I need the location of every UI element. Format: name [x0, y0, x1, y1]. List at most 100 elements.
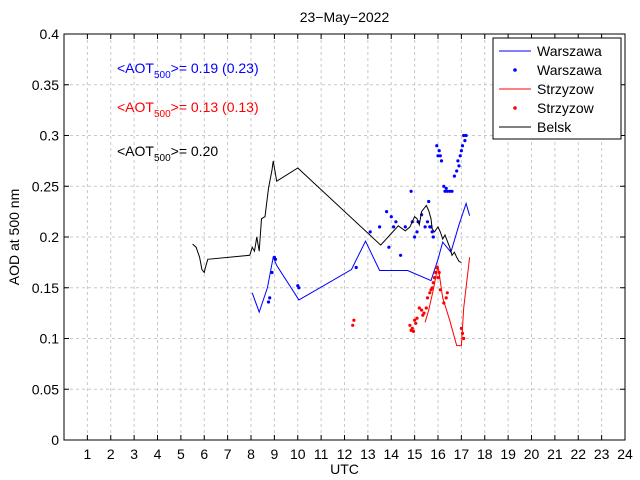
- data-point: [464, 133, 468, 138]
- y-tick-label: 0.15: [32, 280, 59, 296]
- annotations: <AOT500>= 0.19 (0.23)<AOT500>= 0.13 (0.1…: [117, 60, 259, 164]
- data-point: [459, 326, 463, 330]
- data-point: [438, 154, 442, 158]
- data-point: [413, 235, 417, 239]
- x-tick-label: 18: [477, 446, 493, 462]
- data-point: [389, 215, 393, 219]
- data-point: [422, 311, 426, 315]
- x-tick-label: 20: [524, 446, 540, 462]
- data-point: [462, 336, 466, 341]
- data-point: [432, 276, 437, 280]
- data-point: [392, 225, 396, 229]
- series-layer: [192, 133, 471, 347]
- y-axis-label: AOD at 500 nm: [6, 189, 22, 286]
- data-point: [442, 301, 446, 305]
- legend-label: Strzyzow: [537, 81, 595, 97]
- y-tick-label: 0.3: [40, 128, 60, 144]
- data-point: [387, 245, 391, 249]
- data-point: [368, 230, 372, 234]
- data-point: [431, 235, 435, 239]
- x-tick-label: 15: [407, 446, 423, 462]
- x-tick-label: 2: [107, 446, 115, 462]
- y-tick-label: 0.25: [32, 178, 59, 194]
- data-point: [425, 296, 430, 300]
- series-line: [424, 257, 471, 347]
- x-tick-label: 24: [617, 446, 633, 462]
- data-point: [463, 139, 467, 143]
- data-point: [435, 265, 439, 270]
- annotation-value: >= 0.19 (0.23): [171, 60, 259, 76]
- data-point: [444, 186, 448, 190]
- data-point: [436, 154, 440, 158]
- x-tick-label: 13: [360, 446, 376, 462]
- data-point: [452, 174, 456, 178]
- data-point: [458, 154, 462, 158]
- annotation-text: <AOT500>= 0.19 (0.23): [117, 60, 259, 81]
- data-point: [399, 253, 403, 257]
- legend-label: Warszawa: [537, 43, 602, 59]
- data-point: [427, 199, 431, 204]
- x-tick-label: 3: [130, 446, 138, 462]
- data-point: [460, 331, 465, 335]
- y-tick-label: 0.05: [32, 381, 59, 397]
- legend: Warszawa Warszawa Strzyzow Strzyzow Belsk: [492, 37, 622, 140]
- data-point: [403, 225, 407, 229]
- series-line: [192, 160, 462, 274]
- data-point: [445, 291, 449, 295]
- data-point: [444, 296, 448, 300]
- legend-label: Belsk: [537, 119, 572, 135]
- x-tick-label: 11: [314, 446, 329, 462]
- annotation-subscript: 500: [154, 153, 171, 164]
- data-point: [378, 225, 382, 229]
- data-point: [445, 189, 449, 193]
- data-point: [408, 323, 412, 327]
- data-point: [428, 291, 432, 295]
- x-tick-label: 5: [177, 446, 185, 462]
- x-axis-label: UTC: [330, 461, 359, 477]
- data-point: [354, 265, 358, 270]
- x-tick-label: 6: [200, 446, 208, 462]
- annotation-prefix: <AOT: [117, 143, 154, 159]
- data-point: [420, 308, 424, 312]
- y-tick-label: 0.2: [40, 229, 60, 245]
- data-point: [437, 270, 441, 275]
- data-point: [442, 184, 446, 188]
- axes: 1 2 3 4 5 6 7 8 9 10 11 12 13 14 15 16 17 18 19 20 21 22 23 240…: [32, 26, 633, 462]
- y-tick-label: 0: [51, 432, 59, 448]
- x-tick-label: 19: [500, 446, 516, 462]
- data-point: [351, 323, 355, 327]
- x-tick-label: 10: [290, 446, 306, 462]
- data-point: [414, 321, 418, 325]
- x-tick-label: 4: [154, 446, 162, 462]
- data-point: [415, 316, 419, 320]
- annotation-text: <AOT500>= 0.20: [117, 143, 218, 164]
- data-point: [460, 144, 465, 148]
- data-point: [434, 270, 438, 275]
- x-tick-label: 9: [270, 446, 278, 462]
- data-point: [450, 189, 454, 193]
- data-point: [431, 281, 435, 285]
- data-point: [439, 159, 444, 163]
- annotation-prefix: <AOT: [117, 99, 154, 115]
- data-point: [438, 288, 442, 292]
- data-point: [410, 326, 414, 330]
- data-point: [430, 230, 434, 234]
- data-point: [462, 133, 466, 138]
- data-point: [436, 276, 440, 280]
- annotation-subscript: 500: [154, 70, 171, 81]
- data-point: [430, 286, 434, 290]
- data-point: [270, 270, 274, 275]
- data-point: [352, 318, 356, 322]
- x-tick-label: 1: [83, 446, 91, 462]
- annotation-value: >= 0.20: [171, 143, 219, 159]
- data-point: [266, 300, 271, 304]
- data-point: [409, 189, 413, 193]
- chart-title: 23−May−2022: [300, 9, 390, 25]
- data-point: [297, 286, 301, 290]
- legend-label: Warszawa: [537, 62, 602, 78]
- annotation-text: <AOT500>= 0.13 (0.13): [117, 99, 259, 120]
- data-point: [435, 144, 439, 148]
- x-tick-label: 8: [247, 446, 255, 462]
- data-point: [423, 225, 427, 229]
